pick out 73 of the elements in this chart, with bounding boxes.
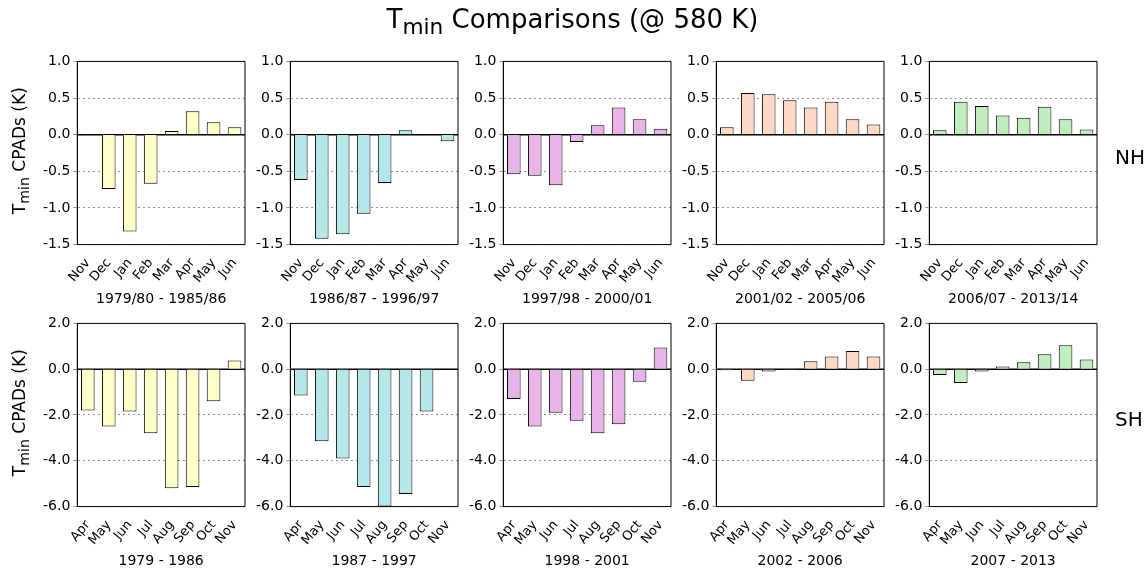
y-tick-label: 2.0 — [261, 314, 284, 331]
y-tick-label: 0.0 — [261, 125, 284, 142]
y-tick-label: -1.5 — [255, 235, 284, 252]
y-tick-label: 0.5 — [900, 88, 923, 105]
y-tick-label: -0.5 — [681, 161, 710, 178]
y-tick-label: -4.0 — [468, 451, 497, 468]
y-tick-label: -6.0 — [468, 497, 497, 514]
y-tick-label: -1.0 — [894, 198, 923, 215]
x-tick-label: Jun — [853, 255, 879, 282]
y-tick-label: -1.0 — [681, 198, 710, 215]
y-tick-label: -0.5 — [255, 161, 284, 178]
y-tick-label: -2.0 — [681, 405, 710, 422]
y-tick-label: -4.0 — [42, 451, 71, 468]
y-tick-label: -2.0 — [42, 405, 71, 422]
y-tick-label: 2.0 — [687, 314, 710, 331]
y-tick-label: -1.0 — [255, 198, 284, 215]
x-axis-title: 1986/87 - 1996/97 — [309, 290, 440, 307]
y-tick-label: -2.0 — [894, 405, 923, 422]
y-tick-label: 0.0 — [687, 125, 710, 142]
y-tick-label: 1.0 — [687, 52, 710, 69]
x-axis-title: 2006/07 - 2013/14 — [948, 290, 1079, 307]
x-axis-title: 2002 - 2006 — [757, 552, 843, 569]
y-tick-label: -4.0 — [255, 451, 284, 468]
y-tick-label: 2.0 — [474, 314, 497, 331]
x-tick-label: Jun — [214, 255, 240, 282]
y-tick-label: 0.0 — [687, 359, 710, 376]
x-axis-title: 1979 - 1986 — [118, 552, 204, 569]
y-tick-label: 0.5 — [687, 88, 710, 105]
y-tick-label: -1.5 — [894, 235, 923, 252]
y-tick-label: -0.5 — [468, 161, 497, 178]
x-axis-title: 1987 - 1997 — [331, 552, 417, 569]
y-tick-label: -4.0 — [894, 451, 923, 468]
y-tick-label: -6.0 — [681, 497, 710, 514]
y-tick-label: -0.5 — [42, 161, 71, 178]
y-tick-label: 2.0 — [900, 314, 923, 331]
y-tick-label: -1.5 — [681, 235, 710, 252]
x-axis-title: 1997/98 - 2000/01 — [522, 290, 653, 307]
y-tick-label: -1.5 — [42, 235, 71, 252]
y-tick-label: 0.0 — [474, 125, 497, 142]
x-tick-label: Jun — [640, 255, 666, 282]
x-tick-label: Jun — [1066, 255, 1092, 282]
text: NH — [1115, 145, 1145, 169]
x-axis-title: 2007 - 2013 — [970, 552, 1056, 569]
chart-title: T$_{min}$ Comparisons (@ 580 K) — [385, 4, 760, 40]
y-tick-label: 1.0 — [48, 52, 71, 69]
y-tick-label: 1.0 — [261, 52, 284, 69]
x-tick-label: Jun — [427, 255, 453, 282]
y-tick-label: 0.5 — [48, 88, 71, 105]
x-axis-title: 1979/80 - 1985/86 — [96, 290, 227, 307]
y-tick-label: -6.0 — [894, 497, 923, 514]
y-tick-label: -6.0 — [42, 497, 71, 514]
y-tick-label: -2.0 — [468, 405, 497, 422]
y-tick-label: 0.0 — [48, 125, 71, 142]
y-tick-label: 0.0 — [900, 359, 923, 376]
y-tick-label: 0.0 — [900, 125, 923, 142]
y-tick-label: 0.5 — [261, 88, 284, 105]
y-tick-label: -1.0 — [42, 198, 71, 215]
y-tick-label: 0.0 — [261, 359, 284, 376]
y-tick-label: -6.0 — [255, 497, 284, 514]
y-tick-label: 0.5 — [474, 88, 497, 105]
y-tick-label: -0.5 — [894, 161, 923, 178]
y-tick-label: 1.0 — [474, 52, 497, 69]
y-tick-label: 1.0 — [900, 52, 923, 69]
text: SH — [1115, 407, 1143, 431]
x-axis-title: 2001/02 - 2005/06 — [735, 290, 866, 307]
y-tick-label: 0.0 — [48, 359, 71, 376]
y-tick-label: -4.0 — [681, 451, 710, 468]
x-axis-title: 1998 - 2001 — [544, 552, 630, 569]
y-tick-label: -1.5 — [468, 235, 497, 252]
y-tick-label: 2.0 — [48, 314, 71, 331]
y-tick-label: -2.0 — [255, 405, 284, 422]
y-tick-label: -1.0 — [468, 198, 497, 215]
y-tick-label: 0.0 — [474, 359, 497, 376]
